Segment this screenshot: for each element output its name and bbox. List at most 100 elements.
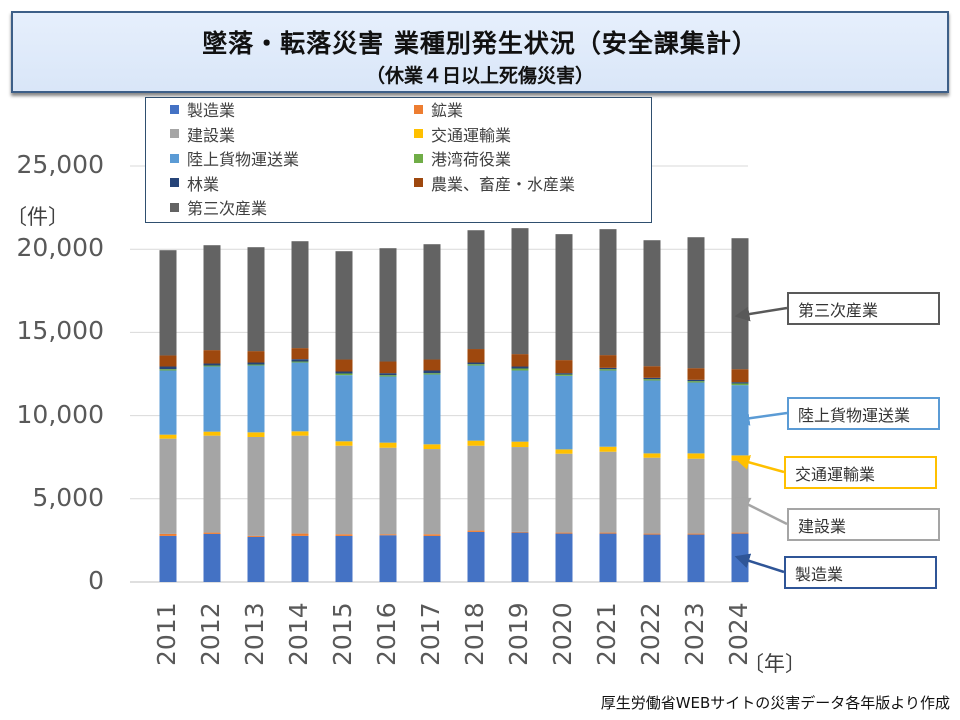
x-tick-label: 2013	[240, 602, 269, 666]
bar-segment-2018	[467, 362, 485, 365]
legend-label: 陸上貨物運送業	[187, 150, 300, 169]
bar-segment-2020	[555, 375, 573, 450]
bar-segment-2019	[511, 354, 529, 367]
bar-segment-2023	[687, 379, 705, 382]
title-box: 墜落・転落災害 業種別発生状況（安全課集計） （休業４日以上死傷災害）	[11, 11, 949, 93]
bar-segment-2015	[335, 371, 353, 374]
bar-segment-2014	[291, 361, 309, 363]
bar-segment-2017	[423, 535, 441, 582]
bar-segment-2017	[423, 244, 441, 360]
legend-swatch	[414, 153, 423, 163]
bar-segment-2023	[687, 453, 705, 459]
bar-segment-2015	[335, 535, 353, 582]
bar-segment-2017	[423, 449, 441, 535]
bar-segment-2019	[511, 228, 529, 355]
legend-swatch	[170, 178, 179, 187]
x-tick-label: 2021	[592, 602, 621, 666]
bar-segment-2021	[599, 369, 617, 371]
bar-segment-2012	[203, 245, 221, 351]
legend-item: 第三次産業	[170, 196, 267, 218]
x-tick-label: 2023	[680, 602, 709, 666]
bar-segment-2014	[291, 431, 309, 436]
bar-segment-2013	[247, 365, 265, 433]
bar-segment-2015	[335, 375, 353, 442]
bar-segment-2011	[159, 434, 177, 439]
bar-segment-2017	[423, 534, 441, 536]
legend-item: 鉱業	[414, 98, 463, 120]
bar-segment-2023	[687, 382, 705, 454]
bar-segment-2018	[467, 230, 485, 350]
bar-segment-2017	[423, 370, 441, 374]
bar-segment-2016	[379, 376, 397, 443]
x-tick-label: 2011	[152, 602, 181, 666]
legend-label: 第三次産業	[187, 199, 268, 218]
bar-segment-2020	[555, 234, 573, 361]
bar-segment-2014	[291, 348, 309, 360]
legend-label: 交通運輸業	[431, 125, 512, 145]
callout-arrow	[734, 455, 785, 474]
legend-item: 農業、畜産・水産業	[414, 172, 575, 194]
y-tick-label: 15,000	[16, 316, 104, 346]
bar-segment-2013	[247, 535, 265, 537]
bar-segment-2015	[335, 441, 353, 446]
bar-segment-2024	[731, 382, 749, 384]
legend: 製造業 鉱業 建設業 交通運輸業 陸上貨物運送業 港湾荷役業 林業 農業、畜産・水産業 第三次産…	[145, 97, 652, 223]
bar-segment-2012	[203, 533, 221, 582]
bar-segment-2022	[643, 453, 661, 458]
bar-segment-2020	[555, 449, 573, 454]
y-tick-label: 10,000	[16, 399, 104, 429]
bar-segment-2022	[643, 534, 661, 582]
bar-segment-2012	[203, 532, 221, 534]
bar-segment-2022	[643, 379, 661, 381]
bar-segment-2017	[423, 359, 441, 371]
bar-segment-2020	[555, 360, 573, 374]
bar-segment-2013	[247, 364, 265, 366]
bar-segment-2014	[291, 362, 309, 432]
bar-segment-2011	[159, 369, 177, 371]
bar-segment-2016	[379, 447, 397, 535]
bar-segment-2022	[643, 533, 661, 535]
legend-label: 港湾荷役業	[431, 150, 512, 169]
bar-segment-2019	[511, 532, 529, 582]
bar-segment-2024	[731, 383, 749, 386]
legend-item: 製造業	[170, 98, 235, 120]
bar-segment-2011	[159, 535, 177, 582]
bar-segment-2011	[159, 250, 177, 356]
bar-segment-2013	[247, 432, 265, 437]
bar-segment-2020	[555, 453, 573, 533]
bar-segment-2018	[467, 364, 485, 366]
x-tick-label: 2019	[504, 602, 533, 666]
x-tick-label: 2020	[548, 602, 577, 666]
legend-item: 港湾荷役業	[414, 147, 511, 169]
bar-segment-2016	[379, 373, 397, 376]
bar-segment-2012	[203, 363, 221, 366]
bar-segment-2021	[599, 451, 617, 533]
bar-segment-2023	[687, 381, 705, 383]
x-axis-unit: 〔年〕	[743, 652, 806, 676]
y-tick-label: 0	[88, 566, 104, 595]
bar-segment-2019	[511, 447, 529, 532]
bar-segment-2021	[599, 229, 617, 356]
bar-segment-2011	[159, 533, 177, 536]
callout-arrow	[734, 306, 788, 322]
bar-segment-2012	[203, 435, 221, 533]
bar-segment-2021	[599, 367, 617, 370]
bar-segment-2013	[247, 436, 265, 536]
callout-arrow	[734, 553, 785, 574]
legend-swatch	[170, 153, 179, 163]
legend-label: 農業、畜産・水産業	[431, 174, 576, 194]
bar-segment-2014	[291, 533, 309, 536]
bar-segment-2015	[335, 445, 353, 535]
legend-swatch	[170, 129, 179, 138]
x-tick-label: 2018	[460, 602, 489, 666]
bar-segment-2024	[731, 532, 749, 534]
bar-segment-2012	[203, 366, 221, 432]
callout-label: 交通運輸業	[784, 456, 937, 489]
legend-swatch	[170, 202, 179, 212]
bar-segment-2020	[555, 374, 573, 376]
bar-segment-2019	[511, 441, 529, 448]
callout-label: 陸上貨物運送業	[787, 397, 940, 430]
bar-segment-2014	[291, 241, 309, 349]
bar-segment-2015	[335, 534, 353, 536]
x-tick-label: 2012	[196, 602, 225, 666]
